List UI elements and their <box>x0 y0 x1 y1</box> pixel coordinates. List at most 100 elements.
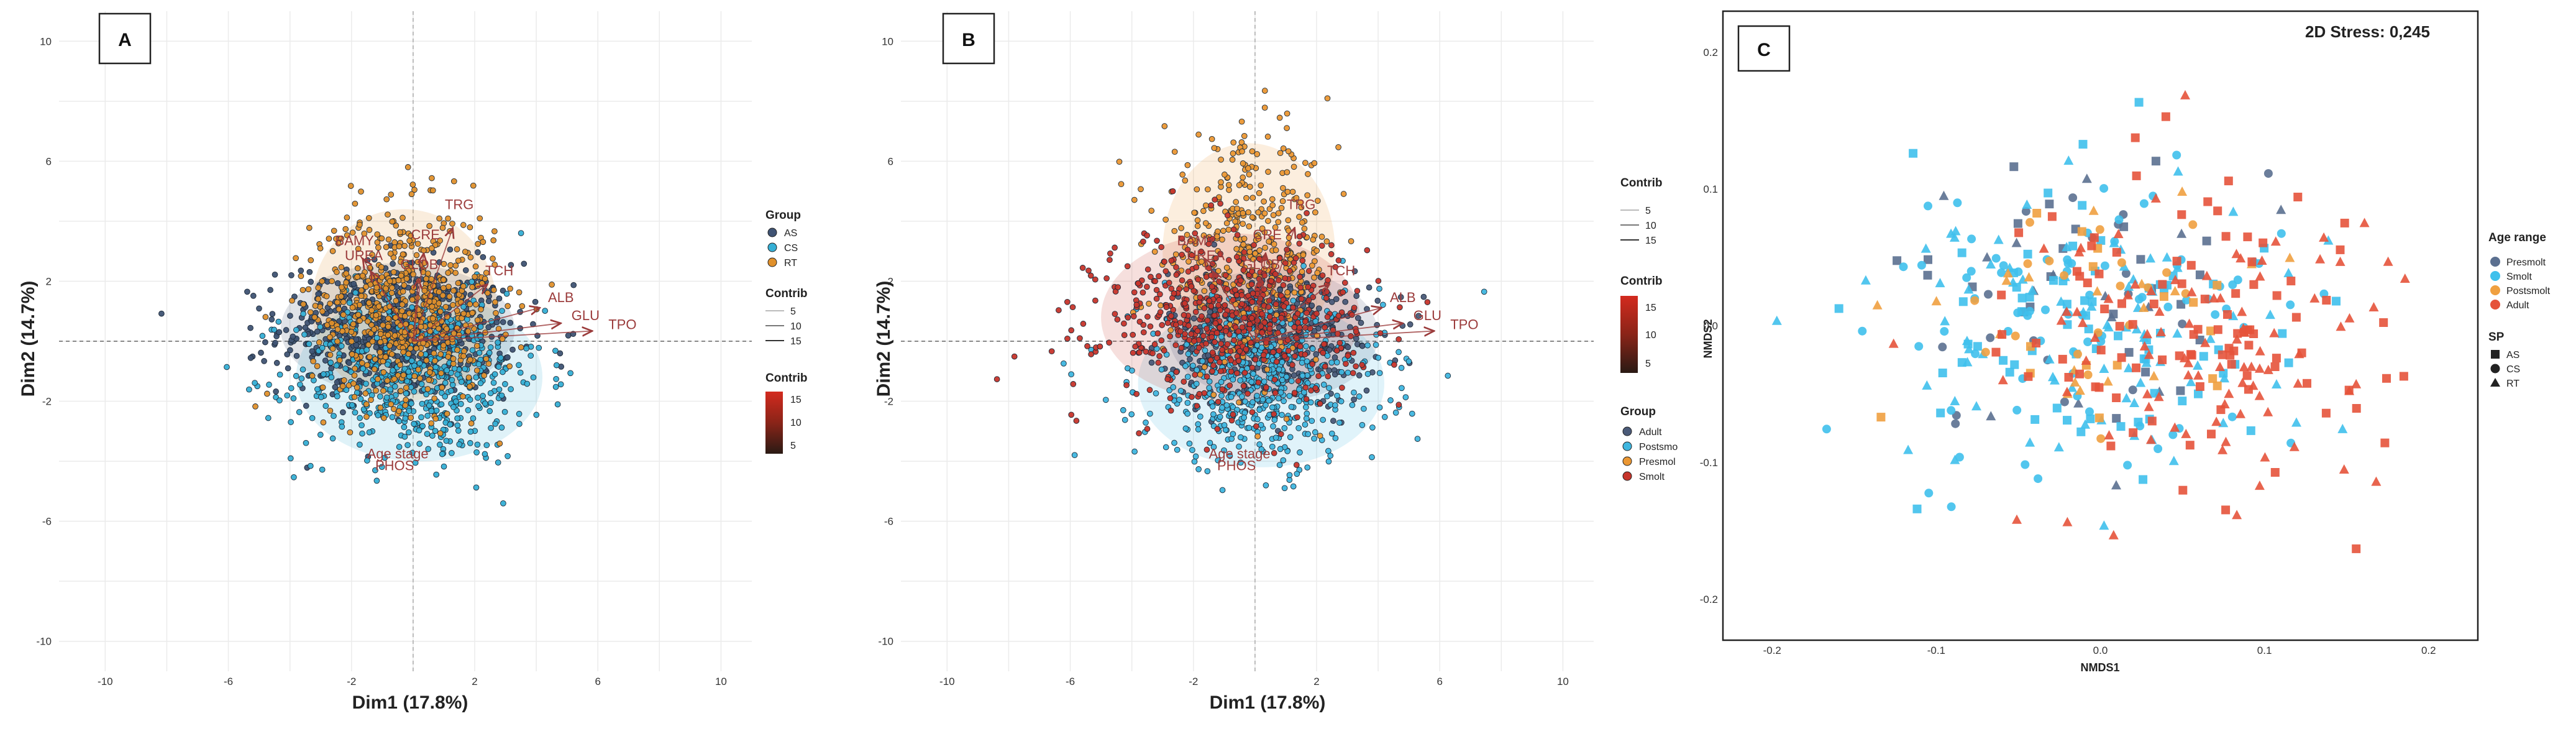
nmds-point-circle-smolt <box>2085 407 2094 416</box>
data-point-postsmolt <box>1405 358 1412 365</box>
data-point-smolt <box>1212 320 1219 326</box>
nmds-point-square-adult <box>2112 247 2121 257</box>
data-point-cs <box>516 411 523 417</box>
data-point-adult <box>1420 293 1427 300</box>
nmds-point-circle-postsmolt <box>2060 271 2069 280</box>
data-point-smolt <box>1271 411 1277 418</box>
nmds-point-square-smolt <box>1957 248 1966 257</box>
data-point-cs <box>492 420 499 427</box>
nmds-point-triangle-adult <box>2170 275 2181 285</box>
variable-arrow-trg <box>1254 229 1294 342</box>
data-point-smolt <box>1068 327 1075 334</box>
data-point-rt <box>380 369 387 375</box>
data-point-cs <box>266 382 272 388</box>
data-point-smolt <box>1291 324 1298 331</box>
data-point-smolt <box>1256 276 1263 282</box>
nmds-point-triangle-postsmolt <box>2177 186 2188 196</box>
data-point-as <box>507 319 514 326</box>
data-point-smolt <box>1153 287 1160 293</box>
data-point-rt <box>391 375 398 382</box>
data-point-cs <box>536 344 542 351</box>
data-point-smolt <box>1154 330 1161 337</box>
nmds-point-triangle-adult <box>2294 349 2304 359</box>
data-point-rt <box>363 413 370 420</box>
data-point-smolt <box>1107 257 1113 264</box>
nmds-point-square-adult <box>2242 371 2252 380</box>
nmds-point-square-smolt <box>2080 296 2090 305</box>
data-point-postsmolt <box>1191 458 1198 465</box>
data-point-smolt <box>1087 272 1094 279</box>
data-point-presmolt <box>1240 174 1246 181</box>
data-point-rt <box>426 377 432 383</box>
nmds-point-circle-smolt <box>2172 150 2181 160</box>
data-point-rt <box>404 164 411 170</box>
data-point-cs <box>328 374 335 380</box>
data-point-rt <box>373 387 379 394</box>
data-point-cs <box>482 451 488 457</box>
data-point-postsmolt <box>1246 425 1253 431</box>
nmds-point-triangle-adult <box>2154 306 2165 316</box>
data-point-smolt <box>1231 337 1237 344</box>
legend-contrib-title-a: Contrib <box>765 287 808 300</box>
nmds-point-triangle-smolt <box>2186 377 2196 387</box>
data-point-rt <box>349 304 356 311</box>
data-point-rt <box>450 287 457 294</box>
data-point-smolt <box>1273 359 1280 365</box>
nmds-point-square-smolt <box>1936 408 1945 418</box>
y-tick-label: 10 <box>40 35 52 47</box>
data-point-cs <box>502 381 508 387</box>
nmds-point-triangle-smolt <box>2228 206 2239 216</box>
data-point-as <box>346 360 352 366</box>
data-point-rt <box>421 247 427 254</box>
data-point-rt <box>372 356 378 362</box>
data-point-smolt <box>1208 202 1215 209</box>
data-point-presmolt <box>1261 198 1267 205</box>
legend-contrib-10-a: 10 <box>790 321 802 332</box>
data-point-rt <box>363 283 369 290</box>
nmds-point-triangle-adult <box>2255 271 2265 281</box>
data-point-rt <box>441 285 447 292</box>
data-point-rt <box>455 257 462 264</box>
variable-arrow-tpo <box>413 331 591 342</box>
nmds-point-square-adult <box>2149 300 2158 308</box>
stress-label: 2D Stress: 0,245 <box>2305 22 2430 41</box>
data-point-rt <box>409 296 416 303</box>
data-point-rt <box>396 408 403 415</box>
nmds-point-triangle-adult <box>2211 416 2222 426</box>
data-point-rt <box>400 214 406 221</box>
data-point-smolt <box>1350 370 1356 377</box>
nmds-point-square-presmolt <box>1923 270 1932 280</box>
nmds-point-triangle-adult <box>1998 375 2008 385</box>
nmds-point-square-presmolt <box>2009 162 2019 172</box>
data-point-rt <box>375 376 381 382</box>
nmds-point-square-adult <box>2352 404 2361 413</box>
nmds-point-square-postsmolt <box>2213 381 2222 390</box>
data-point-smolt <box>1364 247 1371 254</box>
nmds-point-square-adult <box>2186 260 2196 270</box>
data-point-postsmolt <box>1414 436 1421 442</box>
data-point-postsmolt <box>1218 379 1225 385</box>
nmds-point-square-adult <box>2185 441 2195 450</box>
data-point-smolt <box>1199 313 1205 319</box>
nmds-point-square-adult <box>2291 313 2301 322</box>
data-point-cs <box>475 361 482 367</box>
data-point-cs <box>447 421 454 428</box>
data-point-adult <box>1316 305 1322 312</box>
data-point-rt <box>319 278 326 285</box>
data-point-rt <box>399 301 406 308</box>
data-point-cs <box>291 474 297 480</box>
nmds-point-triangle-adult <box>2319 232 2329 242</box>
data-point-postsmolt <box>1221 447 1227 454</box>
nmds-point-square-postsmolt <box>2032 209 2042 218</box>
nmds-point-square-smolt <box>2062 300 2071 309</box>
data-point-postsmolt <box>1256 406 1263 413</box>
data-point-rt <box>329 346 336 352</box>
data-point-postsmolt <box>1153 390 1159 397</box>
data-point-rt <box>478 306 484 313</box>
data-point-rt <box>400 349 406 356</box>
nmds-point-circle-smolt <box>1917 260 1926 270</box>
data-point-presmolt <box>1219 236 1225 243</box>
data-point-presmolt <box>1202 220 1209 226</box>
data-point-cs <box>458 379 465 385</box>
data-point-adult <box>1326 367 1333 374</box>
